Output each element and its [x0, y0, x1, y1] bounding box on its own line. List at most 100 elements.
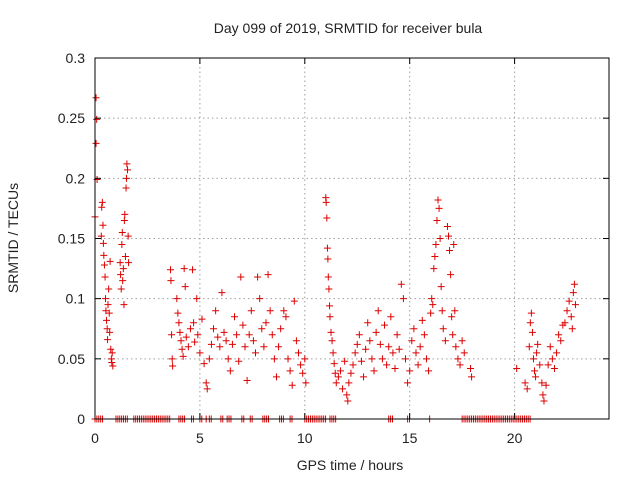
data-point	[540, 397, 548, 405]
data-point	[568, 325, 576, 333]
data-point	[454, 355, 462, 363]
data-point	[376, 340, 384, 348]
data-point	[441, 337, 449, 345]
data-point	[207, 340, 215, 348]
data-point	[191, 338, 199, 346]
data-point	[106, 328, 114, 336]
data-point	[364, 319, 372, 327]
data-point	[272, 373, 280, 381]
data-point	[534, 340, 542, 348]
y-tick-label: 0.05	[58, 351, 85, 367]
data-point	[368, 355, 376, 363]
data-point	[193, 295, 201, 303]
y-tick-label: 0.3	[66, 50, 86, 66]
data-point	[184, 343, 192, 351]
data-point	[254, 273, 262, 281]
data-point	[194, 331, 202, 339]
data-point	[119, 265, 127, 273]
data-point	[92, 94, 100, 102]
data-point	[98, 203, 106, 211]
data-point	[332, 379, 340, 387]
data-point	[288, 381, 296, 389]
data-point	[122, 174, 130, 182]
data-point	[301, 355, 309, 363]
x-axis-label: GPS time / hours	[297, 457, 404, 473]
data-point	[533, 349, 541, 357]
data-point	[179, 352, 187, 360]
data-point	[118, 228, 126, 236]
data-point	[438, 307, 446, 315]
data-point	[116, 259, 124, 267]
data-point	[374, 307, 382, 315]
data-point	[401, 355, 409, 363]
data-point	[430, 265, 438, 273]
data-point	[347, 369, 355, 377]
grid-layer	[95, 58, 609, 419]
data-point	[124, 166, 132, 174]
data-point	[467, 364, 475, 372]
data-point	[121, 253, 129, 261]
data-point	[387, 313, 395, 321]
data-point	[277, 325, 285, 333]
data-point	[99, 239, 107, 247]
data-point	[122, 184, 130, 192]
data-point	[108, 358, 116, 366]
data-point	[372, 328, 380, 336]
data-point	[178, 345, 186, 353]
data-point	[448, 313, 456, 321]
data-point	[222, 337, 230, 345]
data-point	[124, 232, 132, 240]
data-point	[452, 343, 460, 351]
data-point	[105, 309, 113, 317]
data-point	[389, 349, 397, 357]
data-point	[118, 241, 126, 249]
y-tick-label: 0	[77, 411, 85, 427]
data-point	[408, 337, 416, 345]
data-point	[100, 251, 108, 259]
data-point	[120, 301, 128, 309]
data-point	[103, 325, 111, 333]
data-point	[302, 379, 310, 387]
data-point	[326, 313, 334, 321]
data-point	[513, 364, 521, 372]
data-point	[260, 343, 268, 351]
data-point	[406, 367, 414, 375]
data-point	[99, 221, 107, 229]
x-tick-label: 10	[297, 430, 313, 446]
data-point	[420, 331, 428, 339]
data-point	[323, 244, 331, 252]
data-point	[468, 373, 476, 381]
data-point	[117, 271, 125, 279]
data-point	[555, 331, 563, 339]
data-point	[523, 385, 531, 393]
data-point	[385, 343, 393, 351]
data-point	[395, 345, 403, 353]
data-point	[429, 301, 437, 309]
data-point	[427, 309, 435, 317]
data-point	[205, 355, 213, 363]
data-point	[344, 397, 352, 405]
data-point	[101, 273, 109, 281]
data-point	[212, 307, 220, 315]
data-point	[275, 343, 283, 351]
x-tick-label: 5	[196, 430, 204, 446]
tick-label-layer: 0 0.05 0.1 0.15 0.2 0.25 0.3 0 5 10 15 20	[58, 50, 523, 446]
data-point	[563, 307, 571, 315]
data-point	[334, 373, 342, 381]
data-point	[231, 313, 239, 321]
data-point	[343, 391, 351, 399]
data-point	[241, 343, 249, 351]
data-point	[182, 333, 190, 341]
data-point	[451, 307, 459, 315]
data-point	[109, 362, 117, 370]
data-point	[220, 328, 228, 336]
data-point	[270, 355, 278, 363]
data-point	[324, 255, 332, 263]
data-point	[439, 325, 447, 333]
data-point	[107, 345, 115, 353]
data-point	[399, 295, 407, 303]
data-point	[536, 361, 544, 369]
data-point	[327, 328, 335, 336]
data-point	[235, 357, 243, 365]
